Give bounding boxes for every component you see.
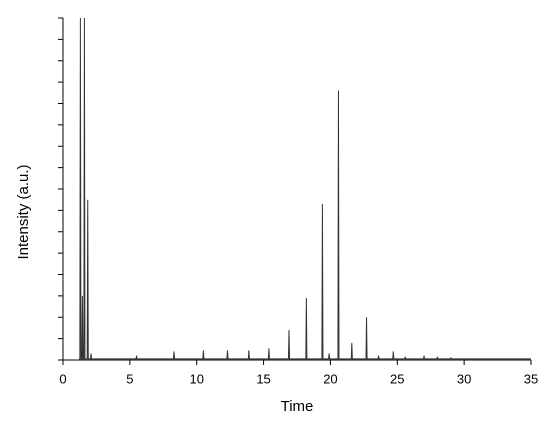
x-tick-label: 15 xyxy=(256,371,270,386)
series-line xyxy=(79,18,531,360)
x-tick-label: 25 xyxy=(390,371,404,386)
x-tick-label: 10 xyxy=(189,371,203,386)
x-tick-label: 35 xyxy=(524,371,538,386)
x-tick-label: 30 xyxy=(457,371,471,386)
x-tick-label: 5 xyxy=(126,371,133,386)
x-axis-label: Time xyxy=(281,398,314,415)
x-tick-label: 20 xyxy=(323,371,337,386)
x-tick-label: 0 xyxy=(59,371,66,386)
y-axis-label: Intensity (a.u.) xyxy=(15,164,32,259)
